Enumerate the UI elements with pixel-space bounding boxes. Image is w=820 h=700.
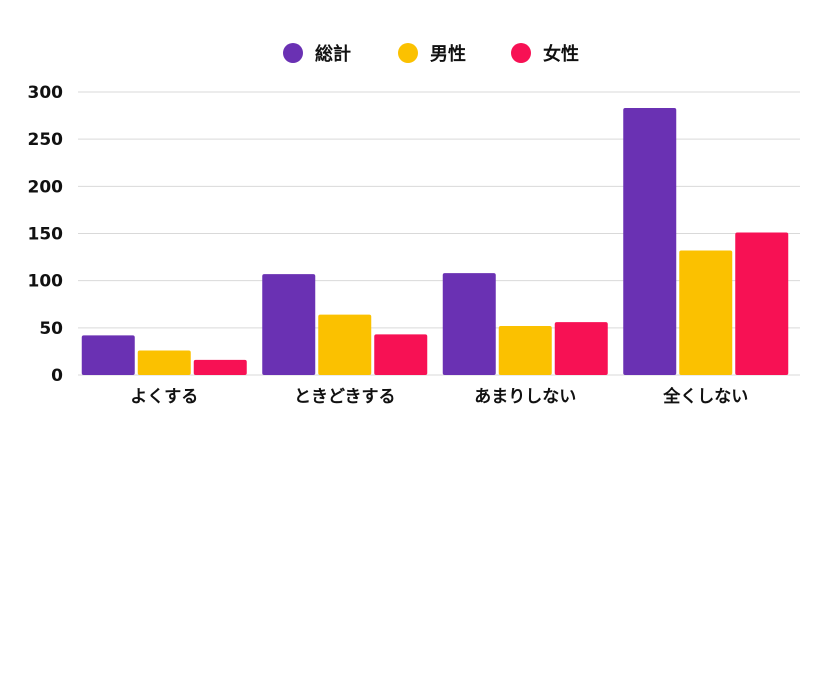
y-tick-label: 100 — [28, 272, 64, 292]
legend: 総計 男性 女性 — [283, 43, 579, 65]
legend-swatch — [283, 43, 303, 63]
gridlines — [78, 91, 800, 376]
y-tick-label: 150 — [28, 225, 64, 245]
bars — [81, 108, 789, 375]
bar-1-3 — [193, 359, 247, 375]
bar-1-2 — [137, 350, 191, 375]
bar-1-1 — [81, 335, 135, 375]
x-tick-label: ときどきする — [294, 387, 396, 407]
x-axis: よくする ときどきする あまりしない 全くしない — [130, 386, 748, 407]
bar-4-2 — [679, 250, 733, 375]
legend-label: 総計 — [315, 43, 351, 65]
legend-swatch — [511, 43, 531, 63]
y-tick-label: 200 — [28, 177, 64, 197]
y-tick-label: 250 — [28, 130, 64, 150]
x-tick-label: あまりしない — [474, 387, 576, 407]
legend-label: 女性 — [543, 43, 579, 65]
y-tick-label: 50 — [39, 319, 63, 339]
bar-2-1 — [262, 274, 316, 375]
y-axis: 0 50 100 150 200 250 300 — [28, 83, 64, 386]
bar-3-1 — [442, 273, 496, 375]
bar-2-2 — [318, 314, 372, 375]
bar-2-3 — [374, 334, 428, 375]
legend-swatch — [398, 43, 418, 63]
legend-label: 男性 — [430, 43, 466, 65]
bar-3-2 — [498, 325, 552, 375]
x-tick-label: よくする — [130, 387, 198, 407]
y-tick-label: 0 — [51, 366, 63, 386]
x-tick-label: 全くしない — [662, 386, 748, 407]
bar-4-3 — [735, 232, 789, 375]
bar-3-3 — [554, 322, 608, 375]
bar-4-1 — [623, 108, 677, 375]
y-tick-label: 300 — [28, 83, 64, 103]
